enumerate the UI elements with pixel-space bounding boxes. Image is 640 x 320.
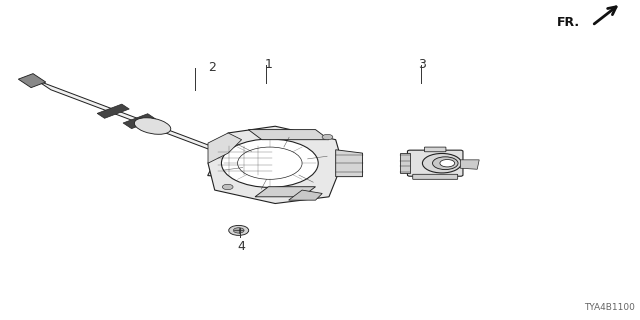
Circle shape <box>221 139 318 188</box>
Polygon shape <box>208 133 242 163</box>
Polygon shape <box>244 138 258 142</box>
Text: TYA4B1100: TYA4B1100 <box>584 303 635 312</box>
Polygon shape <box>208 126 342 204</box>
Ellipse shape <box>440 159 454 167</box>
Ellipse shape <box>422 154 461 173</box>
Polygon shape <box>280 157 295 168</box>
Circle shape <box>322 134 333 140</box>
Text: 4: 4 <box>237 240 245 253</box>
Polygon shape <box>244 138 258 142</box>
Polygon shape <box>400 153 410 173</box>
FancyBboxPatch shape <box>408 150 463 176</box>
Circle shape <box>228 225 249 236</box>
Circle shape <box>222 184 233 190</box>
Polygon shape <box>225 151 262 170</box>
Text: 2: 2 <box>209 61 216 74</box>
FancyBboxPatch shape <box>413 174 458 179</box>
Polygon shape <box>335 150 362 177</box>
Polygon shape <box>97 104 129 118</box>
Polygon shape <box>19 74 46 88</box>
Polygon shape <box>255 187 316 197</box>
Circle shape <box>234 228 244 233</box>
Polygon shape <box>36 80 227 156</box>
Text: 3: 3 <box>419 58 426 70</box>
Text: FR.: FR. <box>557 16 580 29</box>
Ellipse shape <box>433 157 458 170</box>
Polygon shape <box>208 140 285 180</box>
Polygon shape <box>289 190 323 200</box>
Polygon shape <box>123 114 156 129</box>
Text: 1: 1 <box>265 58 273 70</box>
Ellipse shape <box>134 118 171 134</box>
Polygon shape <box>460 160 479 169</box>
Polygon shape <box>248 130 329 140</box>
FancyBboxPatch shape <box>424 147 446 152</box>
